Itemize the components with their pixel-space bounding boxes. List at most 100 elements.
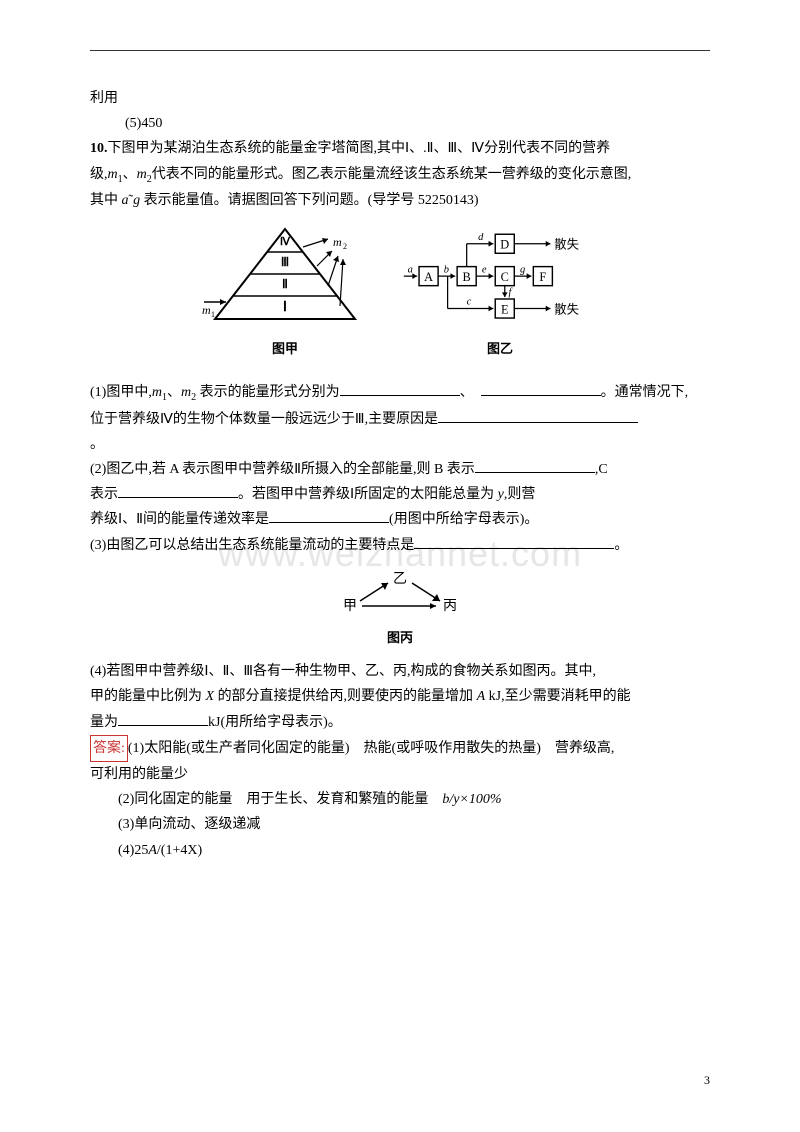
page-content: 利用 (5)450 10.下图甲为某湖泊生态系统的能量金字塔简图,其中Ⅰ、.Ⅱ、… — [90, 50, 710, 863]
ans2-pre: (2)同化固定的能量 用于生长、发育和繁殖的能量 — [118, 792, 442, 807]
answer-line4: (4)25A/(1+4X) — [90, 838, 710, 863]
blank-2c — [269, 522, 389, 523]
svg-text:g: g — [520, 264, 525, 275]
svg-text:散失: 散失 — [554, 236, 579, 251]
figure-bing-label: 图丙 — [387, 626, 413, 649]
svg-text:E: E — [501, 302, 509, 316]
figures-row-1: Ⅳ Ⅲ Ⅱ Ⅰ m1 m2 图甲 — [90, 224, 710, 360]
sub1-line1: (1)图甲中,m1、m2 表示的能量形式分别为、 。通常情况下, — [90, 380, 710, 407]
sub3-line: (3)由图乙可以总结出生态系统能量流动的主要特点是 。 — [90, 533, 710, 558]
m1-symbol: m — [108, 167, 118, 182]
sub4-l2c: kJ,至少需要消耗甲的能 — [485, 689, 630, 704]
sub3-after: 。 — [614, 538, 628, 553]
answer-line3: (3)单向流动、逐级递减 — [90, 812, 710, 837]
sub4-line1: (4)若图甲中营养级Ⅰ、Ⅱ、Ⅲ各有一种生物甲、乙、丙,构成的食物关系如图丙。其中… — [90, 659, 710, 684]
a-symbol: a — [122, 193, 129, 208]
svg-text:m: m — [333, 235, 342, 249]
m1-sub: 1 — [118, 173, 123, 184]
sub1-after: 。通常情况下, — [601, 385, 689, 400]
sub2-line2: 表示。若图甲中营养级Ⅰ所固定的太阳能总量为 y,则营 — [90, 482, 710, 507]
svg-text:Ⅲ: Ⅲ — [281, 255, 289, 269]
q10-intro-line2: 级,m1、m2代表不同的能量形式。图乙表示能量流经该生态系统某一营养级的变化示意… — [90, 162, 710, 189]
q10-text-d: 其中 — [90, 193, 122, 208]
q10-text-b: 级, — [90, 167, 108, 182]
figure-jia-block: Ⅳ Ⅲ Ⅱ Ⅰ m1 m2 图甲 — [200, 224, 370, 360]
svg-text:Ⅱ: Ⅱ — [282, 277, 288, 291]
answer-label-box: 答案: — [90, 735, 128, 762]
svg-text:F: F — [539, 269, 546, 283]
sub2-l2-after: ,则营 — [504, 487, 536, 502]
svg-text:f: f — [509, 287, 514, 298]
svg-text:a: a — [408, 264, 413, 275]
sub1-l2-pre: 位于营养级Ⅳ的生物个体数量一般远远少于Ⅲ,主要原因是 — [90, 412, 438, 427]
sub4-line3: 量为kJ(用所给字母表示)。 — [90, 710, 710, 735]
q10-intro-line1: 10.下图甲为某湖泊生态系统的能量金字塔简图,其中Ⅰ、.Ⅱ、Ⅲ、Ⅳ分别代表不同的… — [90, 136, 710, 161]
svg-text:乙: 乙 — [393, 571, 407, 587]
sub2-line3: 养级Ⅰ、Ⅱ间的能量传递效率是 (用图中所给字母表示)。 — [90, 507, 710, 532]
blank-1a — [340, 395, 460, 396]
figure-bing-block: 甲 乙 丙 图丙 — [330, 568, 470, 649]
svg-text:Ⅰ: Ⅰ — [283, 300, 287, 315]
q10-intro-line3: 其中 a˜g 表示能量值。请据图回答下列问题。(导学号 52250143) — [90, 188, 710, 213]
svg-text:c: c — [467, 296, 472, 307]
answer-line2: (2)同化固定的能量 用于生长、发育和繁殖的能量 b/y×100% — [90, 787, 710, 812]
blank-1b — [481, 395, 601, 396]
figures-row-2: 甲 乙 丙 图丙 — [90, 568, 710, 649]
answer-line1b: 可利用的能量少 — [90, 762, 710, 787]
page-number: 3 — [704, 1070, 710, 1092]
ans4-suf: /(1+4X) — [157, 843, 202, 858]
svg-text:d: d — [478, 231, 484, 242]
sub4-l2a: 甲的能量中比例为 — [90, 689, 206, 704]
top-horizontal-rule — [90, 50, 710, 51]
sub2-line1: (2)图乙中,若 A 表示图甲中营养级Ⅱ所摄入的全部能量,则 B 表示 ,C — [90, 457, 710, 482]
figure-yi-label: 图乙 — [487, 337, 513, 360]
figure-yi-block: A B C D E F a b — [400, 224, 600, 360]
sub4-l2b: 的部分直接提供给丙,则要使丙的能量增加 — [214, 689, 477, 704]
blank-2a — [475, 472, 595, 473]
A-symbol: A — [477, 689, 486, 704]
svg-text:散失: 散失 — [554, 301, 579, 316]
q10-text-a: 下图甲为某湖泊生态系统的能量金字塔简图,其中Ⅰ、.Ⅱ、Ⅲ、Ⅳ分别代表不同的营养 — [108, 141, 611, 156]
svg-text:B: B — [463, 269, 471, 283]
sub2-after: ,C — [595, 462, 608, 477]
svg-text:D: D — [500, 237, 509, 251]
triangle-diagram: 甲 乙 丙 — [330, 568, 470, 623]
sub1-pre: (1)图甲中, — [90, 385, 152, 400]
blank-1c — [438, 422, 638, 423]
flow-diagram: A B C D E F a b — [400, 224, 600, 334]
svg-text:b: b — [444, 264, 449, 275]
sub1-line2: 位于营养级Ⅳ的生物个体数量一般远远少于Ⅲ,主要原因是 — [90, 407, 710, 432]
blank-3a — [414, 548, 614, 549]
svg-text:e: e — [482, 264, 487, 275]
q10-text-c: 代表不同的能量形式。图乙表示能量流经该生态系统某一营养级的变化示意图, — [152, 167, 632, 182]
sub2-l2-pre: 表示 — [90, 487, 118, 502]
figure-jia-label: 图甲 — [272, 337, 298, 360]
sub2-l3-pre: 养级Ⅰ、Ⅱ间的能量传递效率是 — [90, 512, 269, 527]
blank-2b — [118, 497, 238, 498]
sub1-line3: 。 — [90, 432, 710, 457]
question-number: 10. — [90, 141, 108, 156]
svg-text:m: m — [202, 303, 211, 317]
sub1-mid: 表示的能量形式分别为 — [196, 385, 340, 400]
ans2-expr: b/y×100% — [442, 792, 501, 807]
svg-text:甲: 甲 — [343, 599, 357, 614]
blank-4a — [118, 725, 208, 726]
sub4-line2: 甲的能量中比例为 X 的部分直接提供给丙,则要使丙的能量增加 A kJ,至少需要… — [90, 684, 710, 709]
svg-text:Ⅳ: Ⅳ — [280, 236, 291, 248]
x-symbol: X — [206, 689, 215, 704]
m2-symbol: m — [137, 167, 147, 182]
q10-text-e: 表示能量值。请据图回答下列问题。(导学号 52250143) — [140, 193, 478, 208]
svg-text:2: 2 — [343, 242, 347, 251]
sub3-pre: (3)由图乙可以总结出生态系统能量流动的主要特点是 — [90, 538, 414, 553]
answer-line1: 答案:(1)太阳能(或生产者同化固定的能量) 热能(或呼吸作用散失的热量) 营养… — [90, 735, 710, 762]
pretext-line1: 利用 — [90, 86, 710, 111]
svg-text:C: C — [501, 269, 509, 283]
svg-text:A: A — [424, 269, 433, 283]
ans1: (1)太阳能(或生产者同化固定的能量) 热能(或呼吸作用散失的热量) 营养级高, — [128, 741, 614, 756]
ans4-pre: (4)25 — [118, 843, 148, 858]
svg-text:1: 1 — [211, 310, 215, 319]
sub2-l3-after: (用图中所给字母表示)。 — [389, 512, 538, 527]
sub2-pre: (2)图乙中,若 A 表示图甲中营养级Ⅱ所摄入的全部能量,则 B 表示 — [90, 462, 475, 477]
ans4-A: A — [148, 843, 157, 858]
svg-text:丙: 丙 — [443, 599, 457, 614]
